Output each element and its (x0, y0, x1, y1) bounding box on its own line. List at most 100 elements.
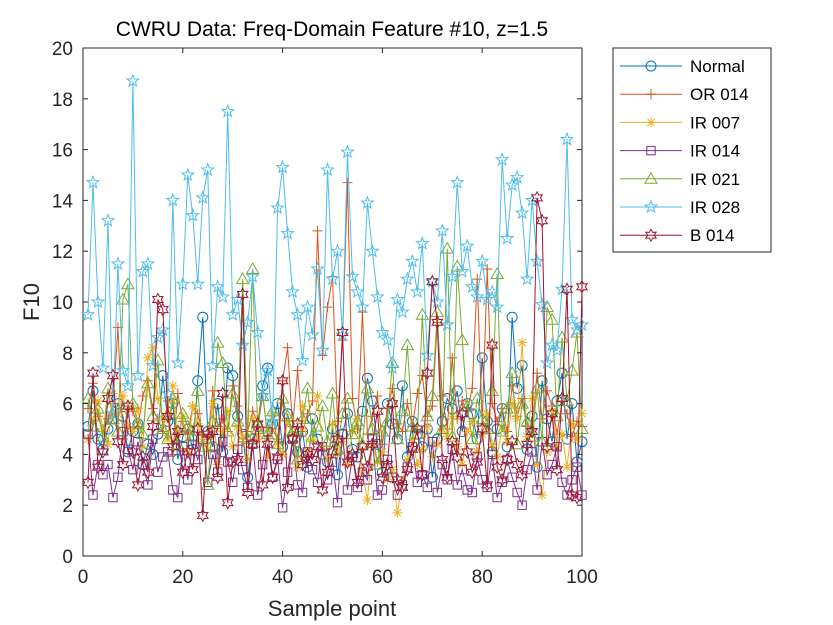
data-point-ir-007 (117, 390, 128, 401)
y-tick-label: 2 (62, 496, 73, 517)
data-point-ir-021 (530, 381, 544, 394)
data-point-ir-014 (297, 487, 308, 498)
data-point-b-014 (191, 421, 204, 437)
data-point-ir-028 (170, 355, 186, 370)
data-point-ir-028 (499, 230, 515, 245)
data-point-or-014 (447, 352, 458, 363)
data-point-ir-007 (512, 413, 523, 424)
data-point-ir-014 (372, 490, 383, 500)
data-point-ir-021 (490, 267, 505, 280)
data-point-or-014 (372, 390, 383, 401)
plot-area: 0 20 40 60 80 100 0 2 4 6 8 10 12 14 16 18 20 (52, 39, 598, 588)
chart-title: CWRU Data: Freq-Domain Feature #10, z=1.… (116, 18, 548, 41)
data-point-ir-014 (282, 467, 293, 477)
data-point-ir-007 (247, 413, 258, 424)
data-point-ir-007 (227, 441, 238, 452)
data-point-ir-014 (123, 444, 133, 455)
data-point-ir-007 (447, 411, 458, 422)
data-point-ir-028 (80, 307, 96, 321)
data-point-ir-014 (562, 490, 572, 500)
data-point-ir-014 (427, 437, 438, 447)
data-point-ir-007 (297, 401, 308, 412)
data-point-ir-028 (275, 159, 290, 174)
data-point-or-014 (207, 385, 218, 396)
data-point-ir-028 (150, 329, 166, 344)
data-point-ir-014 (557, 477, 567, 488)
series-layer (80, 73, 590, 523)
data-point-ir-028 (345, 268, 360, 283)
legend-label: IR 014 (690, 142, 740, 161)
data-point-ir-021 (340, 391, 355, 404)
data-point-ir-028 (469, 289, 485, 304)
data-point-ir-007 (222, 406, 233, 417)
data-point-b-014 (351, 475, 364, 490)
series-b-014 (81, 190, 589, 523)
data-point-ir-014 (492, 492, 502, 503)
data-point-ir-028 (405, 253, 420, 268)
data-point-ir-007 (122, 421, 133, 432)
data-point-ir-028 (509, 169, 525, 184)
data-point-b-014 (535, 213, 549, 228)
data-point-ir-028 (90, 294, 106, 309)
data-point-ir-007 (102, 439, 113, 450)
data-point-b-014 (356, 439, 369, 454)
data-point-ir-014 (223, 457, 233, 467)
data-point-b-014 (316, 482, 329, 498)
data-point-ir-028 (355, 299, 370, 314)
data-point-b-014 (515, 467, 529, 482)
data-point-ir-007 (572, 434, 583, 445)
data-point-ir-028 (350, 284, 365, 299)
data-point-b-014 (321, 465, 334, 480)
data-point-b-014 (376, 470, 389, 485)
data-point-ir-007 (482, 408, 493, 419)
data-point-ir-028 (544, 337, 560, 352)
data-point-b-014 (196, 508, 209, 523)
data-point-ir-007 (112, 408, 123, 419)
data-point-ir-014 (532, 485, 542, 495)
data-point-ir-007 (327, 418, 338, 429)
data-point-b-014 (286, 432, 299, 447)
data-point-b-014 (126, 444, 140, 459)
data-point-ir-028 (529, 253, 545, 268)
data-point-ir-021 (435, 421, 450, 434)
data-point-ir-021 (305, 429, 320, 442)
data-point-ir-007 (442, 431, 453, 442)
data-point-b-014 (111, 434, 125, 449)
data-point-ir-028 (370, 289, 385, 304)
data-point-ir-021 (131, 416, 145, 429)
data-point-ir-007 (312, 390, 323, 401)
data-point-ir-021 (465, 432, 480, 445)
data-point-ir-014 (457, 464, 467, 475)
data-point-ir-007 (252, 434, 263, 445)
data-point-normal (536, 375, 548, 387)
data-point-ir-014 (572, 462, 582, 472)
legend-marker-ir-014 (646, 145, 656, 156)
data-point-ir-021 (310, 419, 325, 432)
data-point-ir-007 (432, 439, 443, 450)
data-point-ir-028 (270, 200, 285, 215)
data-point-ir-014 (517, 500, 527, 510)
data-point-b-014 (136, 449, 150, 465)
data-point-b-014 (251, 416, 264, 431)
data-point-ir-028 (385, 360, 400, 375)
legend-box (612, 47, 772, 253)
data-point-b-014 (131, 477, 145, 492)
data-point-b-014 (96, 444, 110, 459)
data-point-ir-028 (484, 284, 500, 299)
data-point-or-014 (282, 342, 293, 353)
data-point-ir-007 (242, 454, 253, 465)
data-point-or-014 (457, 396, 468, 407)
data-point-ir-014 (158, 452, 168, 462)
data-point-ir-007 (422, 421, 433, 432)
data-point-ir-021 (420, 409, 435, 422)
data-point-ir-007 (562, 462, 573, 473)
legend-marker-ir-021 (644, 171, 658, 184)
legend-marker-b-014 (644, 228, 658, 243)
data-point-b-014 (436, 452, 449, 467)
data-point-ir-007 (567, 418, 578, 429)
data-point-ir-021 (375, 424, 390, 437)
legend-label: IR 021 (690, 170, 740, 189)
data-point-ir-014 (577, 490, 587, 500)
data-point-ir-028 (260, 362, 275, 377)
data-point-b-014 (336, 325, 349, 340)
